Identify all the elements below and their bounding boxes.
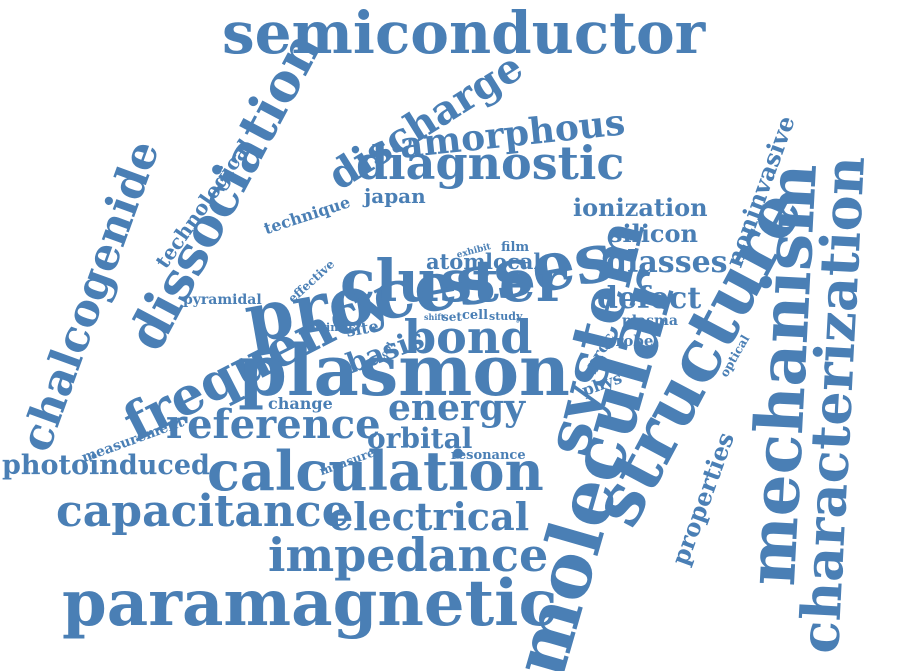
word-technique: technique	[261, 192, 353, 239]
word-plasma: plasma	[622, 313, 678, 329]
word-probe: probe	[605, 332, 654, 350]
word-photoinduced: photoinduced	[2, 450, 210, 481]
word-paramagnetic: paramagnetic	[62, 566, 558, 641]
word-electrical: electrical	[329, 494, 530, 539]
word-film: film	[501, 240, 530, 255]
word-orbital: orbital	[367, 422, 473, 455]
word-glasses: glasses	[606, 245, 728, 280]
word-local: local	[485, 249, 542, 274]
word-set: set	[442, 310, 462, 324]
word-cluster: cluster	[340, 247, 567, 315]
word-intrinsic: intrinsic	[303, 321, 356, 334]
word-impedance: impedance	[268, 528, 549, 582]
word-japan: japan	[364, 184, 426, 208]
word-pyramidal: pyramidal	[183, 292, 262, 308]
word-silicon: silicon	[609, 219, 698, 248]
word-energy: energy	[388, 387, 526, 429]
word-bond: bond	[404, 310, 533, 364]
word-calculation: calculation	[207, 439, 544, 503]
word-study: study	[489, 310, 523, 323]
word-defect: defect	[597, 281, 702, 316]
word-reference: reference	[166, 401, 381, 448]
word-cell: cell	[462, 308, 489, 323]
word-diagnostic: diagnostic	[356, 136, 625, 190]
word-atom: atom	[426, 249, 486, 274]
word-ionization: ionization	[573, 193, 708, 222]
word-semiconductor: semiconductor	[222, 0, 706, 67]
word-resonance: resonance	[451, 448, 526, 463]
word-capacitance: capacitance	[56, 486, 350, 537]
word-plasmon: plasmon	[238, 329, 570, 412]
word-change: change	[268, 394, 333, 413]
word-shift: shift	[424, 312, 445, 322]
